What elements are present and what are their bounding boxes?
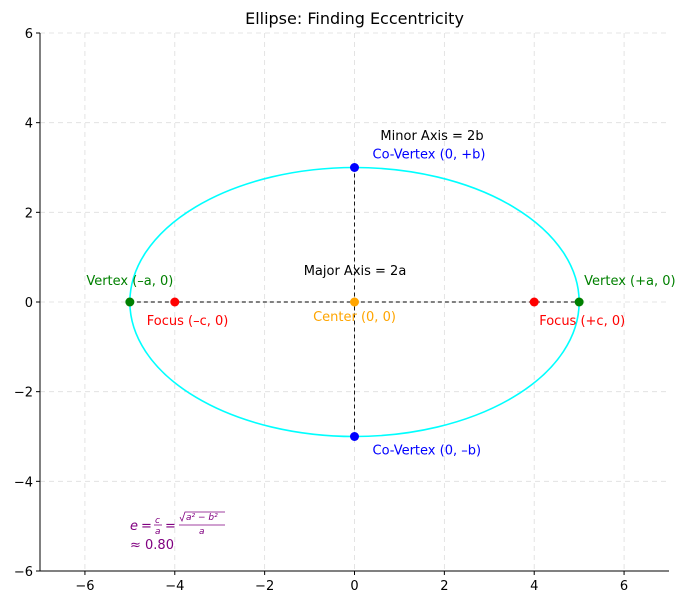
x-tick-label: −6 [75,579,94,594]
covertex-bottom-point [350,432,359,441]
formula-c: c [155,516,160,526]
y-ticks: −6 −4 −2 0 2 4 6 [14,27,40,580]
y-tick-label: 6 [25,27,33,42]
formula-radicand: a² − b² [186,513,218,523]
center-point [350,297,359,307]
x-tick-label: 2 [440,579,448,594]
major-axis-label: Major Axis = 2a [304,264,407,279]
formula-a: a [155,527,161,537]
x-tick-label: 6 [620,579,628,594]
point-labels: Vertex (–a, 0) Vertex (+a, 0) Focus (–c, 0… [86,148,675,459]
covertex-top-point [350,163,359,172]
y-tick-label: 4 [25,117,33,132]
center-label: Center (0, 0) [313,310,396,325]
y-tick-label: −2 [14,386,33,401]
formula-sqrt-sign [179,511,225,523]
x-tick-label: −2 [255,579,274,594]
vertex-left-point [125,297,135,307]
points [125,163,584,441]
vertex-right-label: Vertex (+a, 0) [584,274,675,289]
focus-right-label: Focus (+c, 0) [539,314,625,329]
vertex-left-label: Vertex (–a, 0) [86,274,173,289]
focus-left-label: Focus (–c, 0) [147,314,229,329]
formula-approx: ≈ 0.80 [130,538,174,553]
focus-left-point [170,297,180,307]
y-tick-label: 2 [25,206,33,221]
minor-axis-label: Minor Axis = 2b [380,129,483,144]
focus-right-point [529,297,539,307]
x-tick-label: 0 [350,579,358,594]
y-tick-label: 0 [25,296,33,311]
eccentricity-formula: e = c a = a² − b² a ≈ 0.80 [130,511,225,553]
y-tick-label: −4 [14,475,33,490]
vertex-right-point [574,297,584,307]
covertex-top-label: Co-Vertex (0, +b) [373,148,486,163]
y-tick-label: −6 [14,565,33,580]
covertex-bottom-label: Co-Vertex (0, –b) [373,444,482,459]
formula-equals-1: = [141,519,152,534]
x-tick-label: −4 [165,579,184,594]
formula-equals-2: = [165,519,176,534]
formula-e: e [130,519,138,534]
x-ticks: −6 −4 −2 0 2 4 6 [75,571,628,594]
formula-a-denominator: a [199,527,205,537]
chart-title: Ellipse: Finding Eccentricity [245,9,464,28]
x-tick-label: 4 [530,579,538,594]
